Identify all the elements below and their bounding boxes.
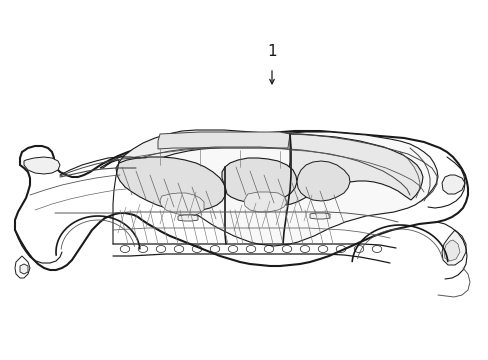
Polygon shape xyxy=(24,157,60,174)
Polygon shape xyxy=(309,213,329,219)
Polygon shape xyxy=(160,193,203,215)
Polygon shape xyxy=(15,131,467,270)
Polygon shape xyxy=(441,230,465,265)
Polygon shape xyxy=(441,175,464,194)
Polygon shape xyxy=(443,240,459,261)
Polygon shape xyxy=(244,192,286,212)
Polygon shape xyxy=(158,132,289,149)
Polygon shape xyxy=(178,215,198,221)
Polygon shape xyxy=(283,134,422,205)
Polygon shape xyxy=(296,161,349,201)
Polygon shape xyxy=(116,157,225,211)
Polygon shape xyxy=(222,158,296,203)
Polygon shape xyxy=(15,256,30,278)
Text: 1: 1 xyxy=(266,45,276,59)
Polygon shape xyxy=(119,130,289,187)
Polygon shape xyxy=(20,264,28,274)
Polygon shape xyxy=(100,132,437,246)
